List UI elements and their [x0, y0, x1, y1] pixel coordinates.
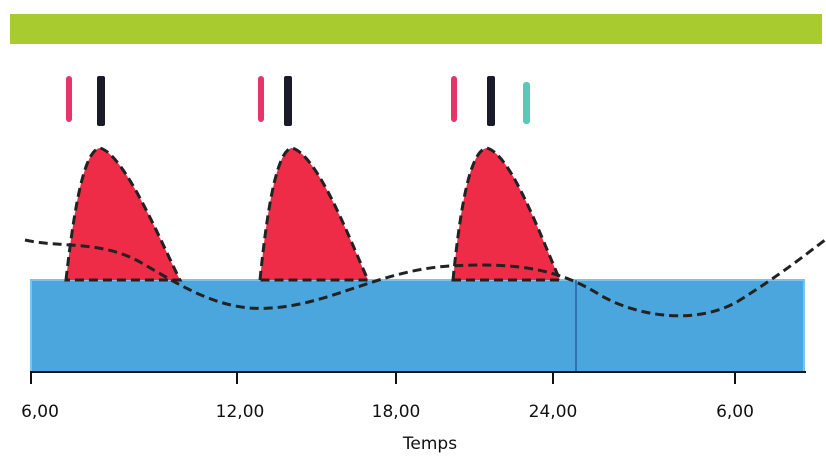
header-bar	[10, 14, 822, 44]
x-tick-label: 24,00	[529, 402, 578, 422]
x-tick-label: 6,00	[716, 402, 754, 422]
x-ticks	[30, 372, 736, 384]
syringe	[487, 76, 495, 126]
pen	[451, 76, 457, 122]
pen	[258, 76, 264, 122]
x-tick-label: 12,00	[216, 402, 265, 422]
peak	[258, 146, 371, 282]
x-axis-label: Temps	[402, 434, 457, 454]
peak	[64, 146, 183, 282]
pen	[66, 76, 72, 122]
syringe	[284, 76, 292, 126]
basal-band	[30, 279, 805, 373]
pen	[523, 82, 530, 124]
syringe	[97, 76, 105, 126]
peak	[451, 146, 563, 282]
x-tick-label: 6,00	[21, 402, 59, 422]
x-tick-label: 18,00	[372, 402, 421, 422]
insulin-peaks	[64, 146, 563, 282]
glucose-curve	[24, 238, 826, 318]
pen-icons	[66, 76, 530, 126]
